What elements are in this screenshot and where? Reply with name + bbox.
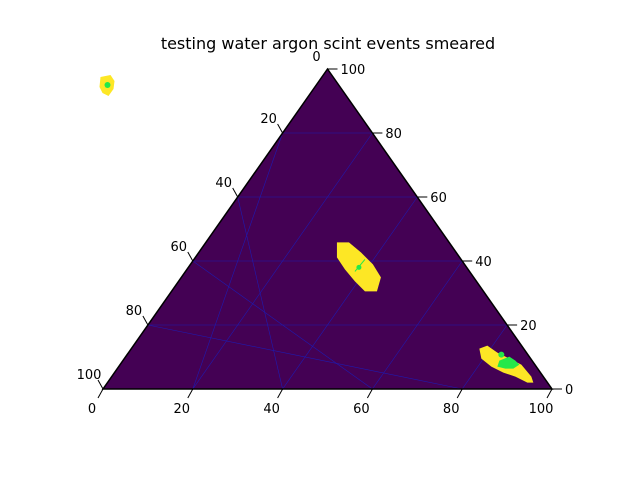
right-axis: 0 20 40 60 80 100 — [341, 63, 574, 398]
left-tick — [142, 315, 149, 326]
bottom-tick-label: 80 — [443, 402, 460, 417]
right-tick-label: 0 — [565, 383, 573, 398]
right-tick-label: 20 — [520, 319, 537, 334]
bottom-tick-label: 40 — [263, 402, 280, 417]
bottom-tick-label: 20 — [174, 402, 191, 417]
left-axis: 20 40 60 80 100 — [77, 112, 277, 383]
grid-line — [372, 260, 463, 390]
bottom-tick-label: 0 — [88, 402, 96, 417]
hotspot-bottom-right-peak — [497, 356, 520, 369]
left-tick-label: 80 — [126, 304, 143, 319]
left-tick — [187, 251, 194, 262]
hotspot-top-corner — [99, 75, 115, 96]
left-tick-label: 60 — [171, 240, 188, 255]
hotspot-right-middle — [336, 242, 381, 292]
bottom-tick — [187, 388, 194, 399]
grid-line — [192, 260, 373, 390]
bottom-tick-label: 60 — [353, 402, 370, 417]
chart-title: testing water argon scint events smeared — [161, 34, 495, 53]
triangle-background — [103, 69, 552, 389]
left-tick — [232, 187, 239, 198]
bottom-tick — [97, 388, 104, 399]
left-tick-label: 20 — [260, 112, 277, 127]
bottom-tick — [366, 388, 373, 399]
bottom-tick-label: 100 — [529, 402, 554, 417]
hotspot-top-corner-peak — [104, 82, 111, 88]
bottom-tick — [456, 388, 463, 399]
triangle-border — [101, 67, 554, 390]
hotspot-bottom-right-peak-dot — [498, 351, 505, 358]
left-tick-label: 40 — [215, 176, 232, 191]
hotspot-layer — [99, 75, 534, 383]
left-tick-label: 100 — [77, 368, 102, 383]
bottom-tick — [277, 388, 284, 399]
grid-line — [237, 196, 283, 390]
left-tick — [277, 123, 284, 134]
bottom-axis: 0 20 40 60 80 100 — [88, 402, 554, 417]
axis-ticks — [97, 68, 562, 399]
right-tick-label: 80 — [385, 127, 402, 142]
right-tick-label: 40 — [475, 255, 492, 270]
grid-lines — [147, 132, 508, 390]
hotspot-right-middle-peak — [356, 264, 362, 270]
left-tick — [97, 379, 104, 390]
hotspot-bottom-right — [479, 345, 534, 383]
right-tick-label: 60 — [430, 191, 447, 206]
top-corner-label: 0 — [312, 50, 320, 65]
grid-line — [147, 324, 463, 390]
right-tick-label: 100 — [341, 63, 366, 78]
bottom-tick — [546, 388, 553, 399]
